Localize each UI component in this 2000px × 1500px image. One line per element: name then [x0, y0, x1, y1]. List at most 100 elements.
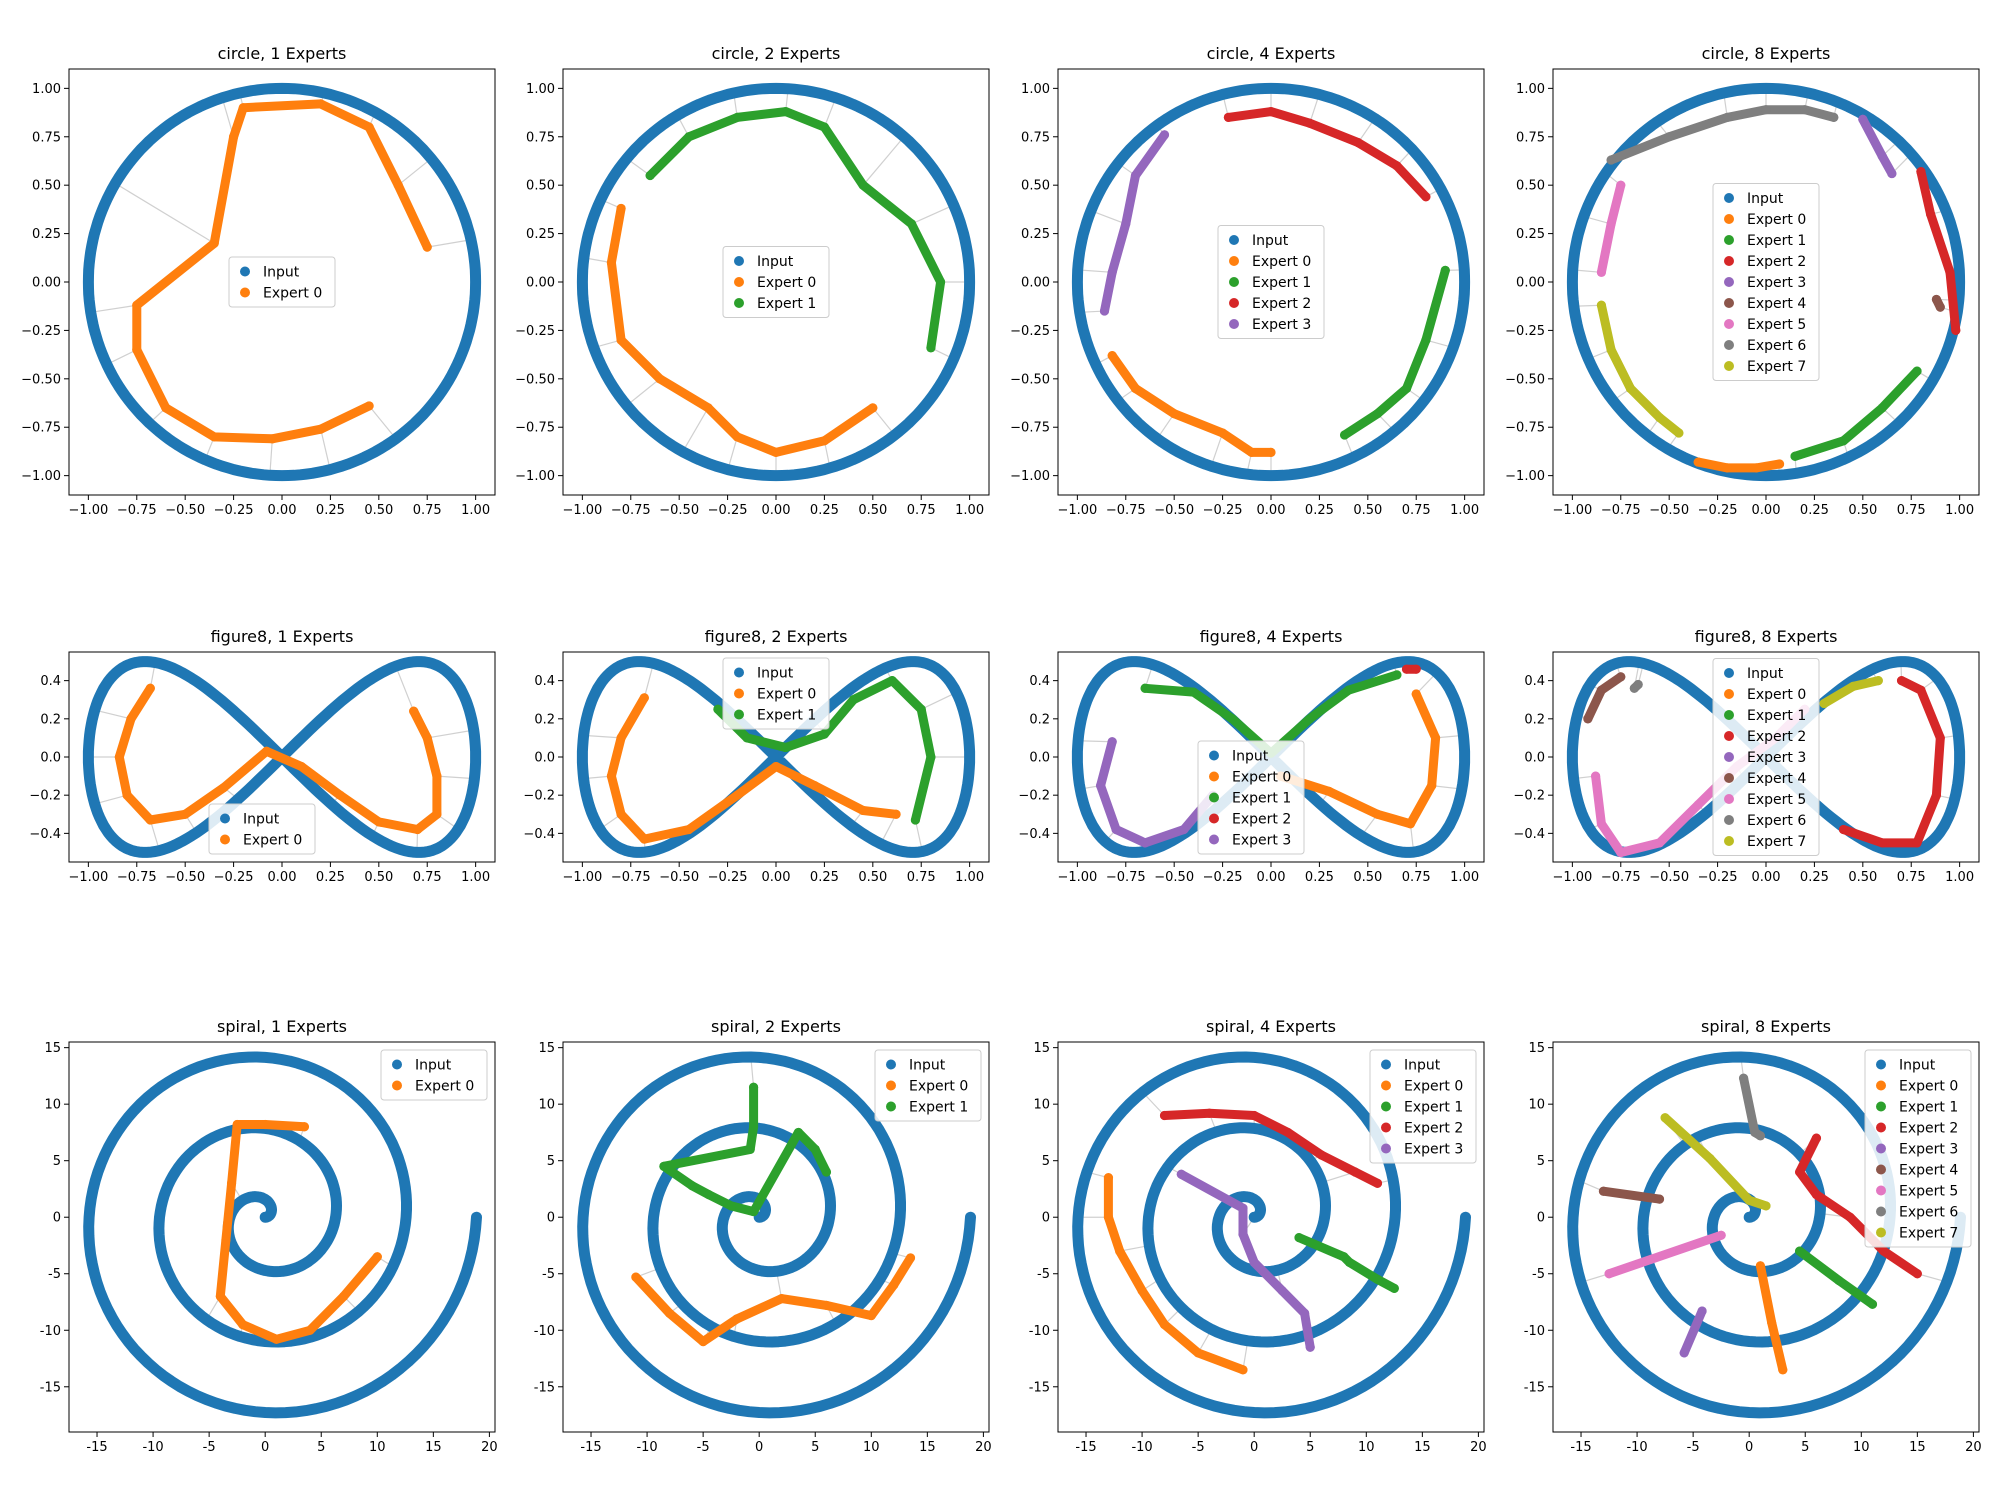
- expert-4-series: [1931, 294, 1945, 312]
- x-tick-label: 0.00: [1752, 503, 1781, 518]
- x-tick-label: -5: [1192, 1440, 1205, 1455]
- legend-label: Input: [1747, 191, 1784, 207]
- x-tick-label: 0.00: [762, 503, 791, 518]
- subplot-9: spiral, 1 Experts -15 -10 -5 0 5 10 15 20 -15 -10 -…: [40, 1017, 498, 1455]
- y-tick-label: −0.50: [1010, 372, 1050, 387]
- legend-marker: [1381, 1059, 1391, 1070]
- expert-1-point: [1188, 687, 1199, 697]
- expert-4-trace: [1598, 1186, 1664, 1204]
- legend-label: Expert 1: [909, 1100, 968, 1116]
- expert-0-point: [1159, 1320, 1170, 1330]
- y-tick-label: 0: [547, 1211, 555, 1226]
- expert-1-point: [1227, 714, 1237, 724]
- subplot-10: spiral, 2 Experts -15 -10 -5 0 5 10 15 20 -15 -10 -…: [534, 1017, 992, 1455]
- x-tick-label: 0.25: [316, 870, 345, 885]
- legend-marker: [734, 709, 744, 720]
- legend-label: Expert 0: [1232, 770, 1291, 786]
- expert-0-point: [684, 824, 694, 835]
- x-tick-label: −0.75: [1601, 870, 1641, 885]
- expert-0-point: [732, 790, 742, 800]
- x-tick-label: 0.75: [907, 870, 936, 885]
- expert-0-point: [810, 781, 820, 791]
- x-tick-label: 10: [863, 1440, 880, 1455]
- expert-6-point: [1633, 679, 1643, 690]
- y-tick-label: −0.25: [1505, 324, 1545, 339]
- x-tick-label: −0.75: [117, 503, 157, 518]
- expert-2-point: [1945, 267, 1955, 277]
- legend-marker: [1724, 193, 1734, 203]
- legend-label: Expert 6: [1747, 813, 1806, 829]
- y-tick-label: 5: [1042, 1154, 1050, 1169]
- y-tick-label: 0.2: [1029, 712, 1050, 727]
- expert-2-point: [1316, 1150, 1327, 1160]
- y-tick-label: 15: [538, 1041, 555, 1056]
- y-tick-label: 5: [53, 1154, 61, 1169]
- x-tick-label: -5: [1687, 1440, 1700, 1455]
- expert-3-point: [1697, 1306, 1707, 1316]
- assignment-lines: [1078, 1091, 1395, 1370]
- y-tick-label: 0.4: [1524, 674, 1545, 689]
- expert-0-point: [777, 1294, 787, 1304]
- y-tick-label: −0.2: [523, 789, 555, 804]
- y-tick-label: -5: [542, 1267, 555, 1282]
- y-tick-label: -15: [40, 1380, 61, 1395]
- expert-6-point: [1755, 1131, 1765, 1141]
- x-tick-label: -10: [1131, 1440, 1152, 1455]
- legend-marker: [1381, 1080, 1391, 1091]
- legend-label: Expert 1: [1747, 708, 1806, 724]
- y-tick-label: −0.75: [1505, 421, 1545, 436]
- x-tick-label: 0.00: [268, 870, 297, 885]
- x-tick-label: −1.00: [562, 503, 602, 518]
- expert-2-trace: [1160, 1108, 1382, 1188]
- expert-2-point: [1916, 685, 1926, 695]
- subplot-title: circle, 2 Experts: [712, 44, 841, 63]
- expert-0-point: [868, 403, 878, 413]
- x-tick-label: −0.50: [165, 870, 205, 885]
- expert-2-point: [1411, 664, 1421, 674]
- expert-0-point: [1767, 1317, 1777, 1327]
- legend-label: Expert 2: [1232, 812, 1291, 828]
- assignment-line: [397, 158, 432, 186]
- expert-2-point: [1392, 161, 1402, 171]
- x-tick-label: −0.25: [1203, 870, 1243, 885]
- subplot-title: spiral, 2 Experts: [711, 1017, 841, 1036]
- legend-box: [1712, 183, 1820, 381]
- legend-label: Expert 1: [757, 296, 816, 312]
- legend-label: Input: [1232, 749, 1269, 765]
- subplot-title: spiral, 1 Experts: [217, 1017, 347, 1036]
- expert-0-point: [616, 733, 626, 743]
- legend-marker: [1724, 689, 1734, 699]
- expert-3-point: [1111, 824, 1121, 835]
- expert-0-point: [858, 805, 868, 816]
- x-tick-label: -10: [1626, 1440, 1647, 1455]
- subplot-title: circle, 8 Experts: [1702, 44, 1831, 63]
- legend-label: Input: [757, 666, 794, 682]
- legend-label: Input: [757, 254, 794, 270]
- subplot-title: spiral, 8 Experts: [1701, 1017, 1831, 1036]
- expert-2-point: [1249, 1110, 1259, 1121]
- legend-marker: [1209, 771, 1219, 782]
- subplot-8: figure8, 8 Experts −1.00 −0.75 −0.50 −0.25 0.…: [1513, 627, 1980, 885]
- expert-5-point: [1596, 819, 1607, 829]
- x-tick-label: 10: [1853, 1440, 1870, 1455]
- expert-0-point: [305, 1325, 315, 1335]
- expert-1-point: [848, 695, 859, 705]
- expert-0-point: [316, 99, 326, 109]
- expert-1-point: [926, 752, 936, 762]
- y-tick-label: −0.2: [1018, 789, 1050, 804]
- x-tick-label: 0.50: [1353, 503, 1382, 518]
- expert-6-series: [1606, 105, 1839, 165]
- expert-1-trace: [1790, 366, 1922, 461]
- legend-label: Expert 3: [1252, 317, 1311, 333]
- x-tick-label: −0.25: [708, 503, 748, 518]
- assignment-line: [106, 349, 138, 365]
- legend-label: Expert 6: [1747, 338, 1806, 354]
- subplot-title: figure8, 1 Experts: [211, 627, 354, 646]
- assignment-line: [626, 378, 661, 406]
- expert-2-point: [1935, 733, 1945, 743]
- x-tick-label: 15: [425, 1440, 442, 1455]
- y-tick-label: 0.4: [40, 674, 61, 689]
- x-tick-label: 1.00: [1945, 870, 1974, 885]
- subplot-2: circle, 2 Experts −1.00 −0.75 −0.50 −0.25 0.0…: [515, 44, 990, 518]
- x-tick-label: 10: [369, 1440, 386, 1455]
